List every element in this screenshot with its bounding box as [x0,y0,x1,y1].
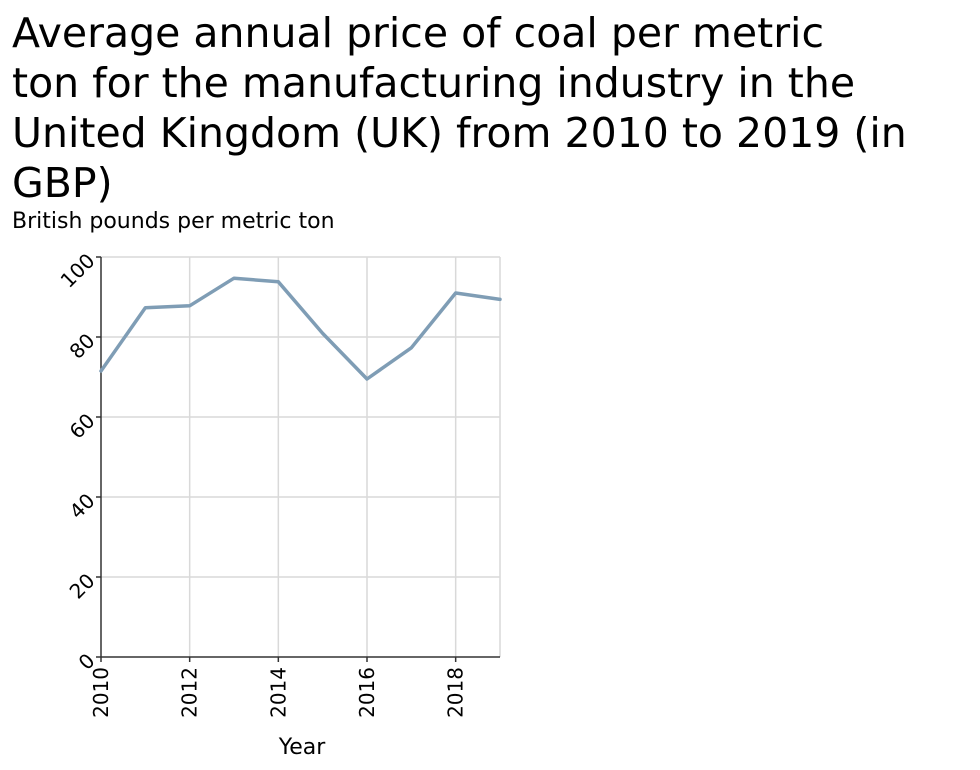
series [99,276,502,381]
y-tick-label: 60 [65,409,100,444]
series-line [99,276,502,381]
chart-title: Average annual price of coal per metric … [12,9,907,207]
axes [100,257,500,658]
x-tick-label: 2012 [178,667,202,718]
y-tick-label: 100 [56,249,100,293]
x-tick-label: 2016 [355,667,379,718]
x-axis-label: Year [278,735,327,760]
x-tick-label: 2014 [266,667,290,718]
grid [101,256,501,657]
y-tick-label: 20 [65,569,100,604]
y-tick-label: 80 [65,329,100,364]
y-tick-label: 40 [65,489,100,524]
x-tick-label: 2018 [444,667,468,718]
x-tick-label: 2010 [89,667,113,718]
y-axis-label: British pounds per metric ton [12,209,335,234]
